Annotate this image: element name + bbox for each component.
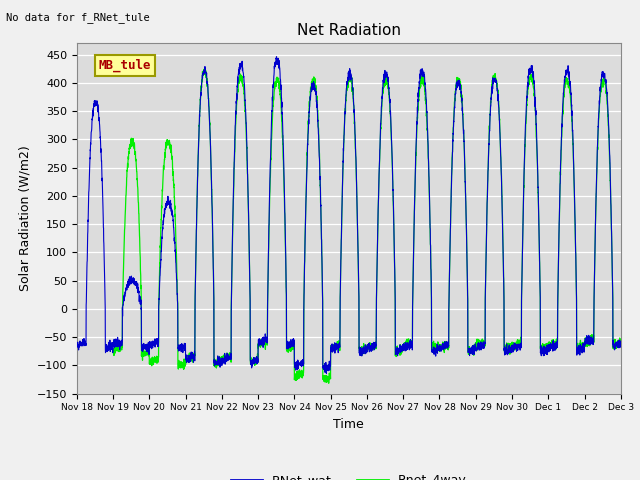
X-axis label: Time: Time — [333, 418, 364, 431]
Legend: RNet_wat, Rnet_4way: RNet_wat, Rnet_4way — [226, 469, 472, 480]
Text: MB_tule: MB_tule — [99, 59, 151, 72]
Y-axis label: Solar Radiation (W/m2): Solar Radiation (W/m2) — [18, 145, 31, 291]
Title: Net Radiation: Net Radiation — [297, 23, 401, 38]
Text: No data for f_RNet_tule: No data for f_RNet_tule — [6, 12, 150, 23]
